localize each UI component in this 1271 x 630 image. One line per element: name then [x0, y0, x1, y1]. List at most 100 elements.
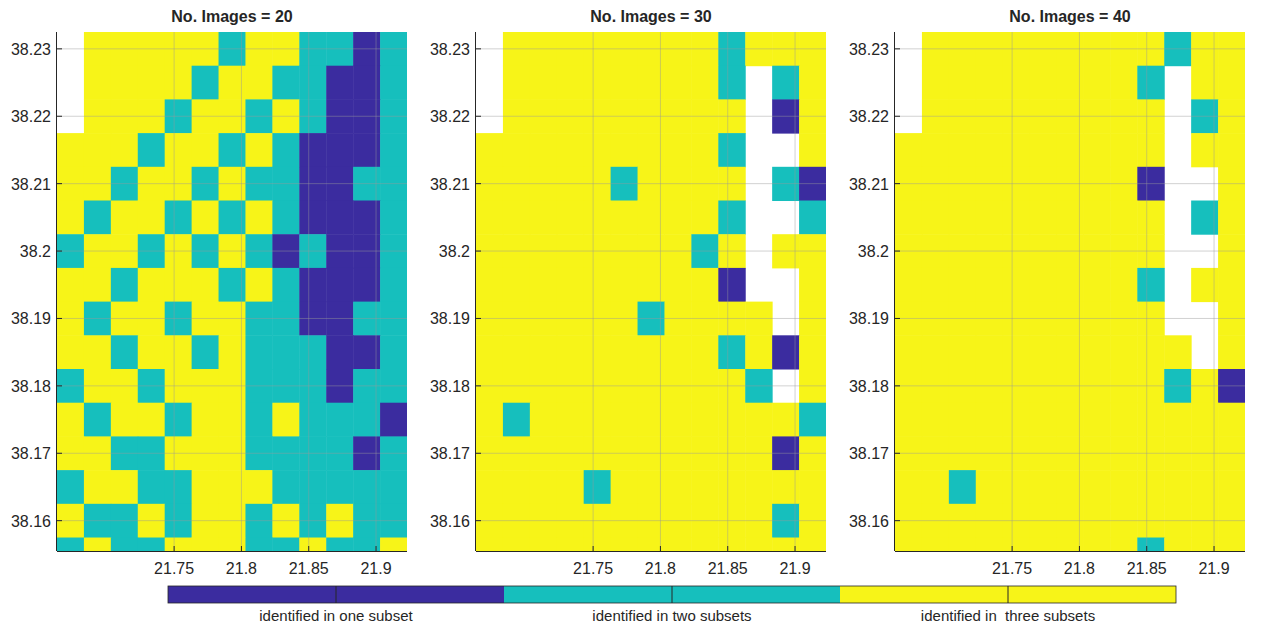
cell	[895, 201, 922, 235]
cell	[503, 133, 530, 167]
x-tick	[727, 546, 728, 551]
cell	[272, 538, 299, 551]
grid-line	[57, 251, 407, 252]
cell	[111, 268, 138, 302]
cell	[922, 66, 949, 100]
cell	[922, 403, 949, 437]
grid-line	[895, 453, 1245, 454]
cell	[976, 268, 1003, 302]
cell	[326, 201, 353, 235]
cell	[922, 201, 949, 235]
cell	[1110, 268, 1137, 302]
cell	[611, 66, 638, 100]
cell	[165, 201, 192, 235]
grid-line	[476, 183, 826, 184]
cell	[272, 335, 299, 369]
grid-line	[895, 318, 1245, 319]
y-tick	[895, 520, 900, 521]
cell	[584, 268, 611, 302]
grid-line	[476, 318, 826, 319]
cell	[799, 470, 826, 504]
cell	[165, 470, 192, 504]
cell	[718, 133, 745, 167]
cell	[192, 268, 219, 302]
cell	[664, 403, 691, 437]
cell	[138, 403, 165, 437]
cell	[165, 268, 192, 302]
y-tick	[57, 318, 62, 319]
cell	[299, 403, 326, 437]
x-tick-label: 21.8	[645, 560, 676, 577]
cell	[380, 201, 407, 235]
cell	[138, 538, 165, 551]
y-tick	[895, 116, 900, 117]
grid-line	[476, 48, 826, 49]
y-tick	[895, 453, 900, 454]
cell	[976, 201, 1003, 235]
cell	[299, 66, 326, 100]
cell	[1083, 66, 1110, 100]
cell	[1110, 335, 1137, 369]
panel-title: No. Images = 20	[171, 8, 292, 25]
cell	[1137, 66, 1164, 100]
x-tick-label: 21.8	[1064, 560, 1095, 577]
grid-line	[895, 385, 1245, 386]
grid-line	[1079, 32, 1080, 551]
cell	[611, 538, 638, 551]
cell	[245, 268, 272, 302]
y-tick	[57, 116, 62, 117]
grid-line	[476, 116, 826, 117]
cell	[718, 66, 745, 100]
cell	[245, 133, 272, 167]
cell	[530, 470, 557, 504]
cell	[611, 470, 638, 504]
y-tick-label: 38.18	[430, 378, 470, 395]
cell	[272, 470, 299, 504]
cell	[272, 403, 299, 437]
grid-line	[895, 251, 1245, 252]
grid-line	[57, 116, 407, 117]
cell	[84, 66, 111, 100]
cell	[138, 470, 165, 504]
cell	[165, 335, 192, 369]
cell	[326, 470, 353, 504]
cell	[664, 201, 691, 235]
cell	[745, 538, 772, 551]
x-tick-label: 21.9	[360, 560, 391, 577]
cell	[1030, 133, 1057, 167]
cell	[745, 470, 772, 504]
cell	[1003, 66, 1030, 100]
cell	[664, 470, 691, 504]
y-tick-label: 38.23	[430, 41, 470, 58]
cell	[557, 268, 584, 302]
grid-line	[57, 520, 407, 521]
grid-line	[895, 116, 1245, 117]
cell	[922, 538, 949, 551]
cell	[1164, 538, 1191, 551]
cell	[165, 403, 192, 437]
cell	[1218, 470, 1245, 504]
cell	[691, 403, 718, 437]
cell	[895, 335, 922, 369]
cell	[611, 403, 638, 437]
cell	[476, 268, 503, 302]
cell	[380, 403, 407, 437]
cell	[1003, 403, 1030, 437]
cell	[272, 66, 299, 100]
cell	[1030, 403, 1057, 437]
x-tick	[660, 546, 661, 551]
cell	[192, 470, 219, 504]
grid-line	[476, 520, 826, 521]
cell	[557, 470, 584, 504]
cell	[111, 201, 138, 235]
cell	[922, 133, 949, 167]
cell	[1218, 201, 1245, 235]
y-tick	[476, 251, 481, 252]
cell	[84, 268, 111, 302]
cell	[949, 268, 976, 302]
cell	[380, 538, 407, 551]
cell	[192, 538, 219, 551]
grid-line	[57, 183, 407, 184]
cell	[476, 335, 503, 369]
grid-line	[376, 32, 377, 551]
